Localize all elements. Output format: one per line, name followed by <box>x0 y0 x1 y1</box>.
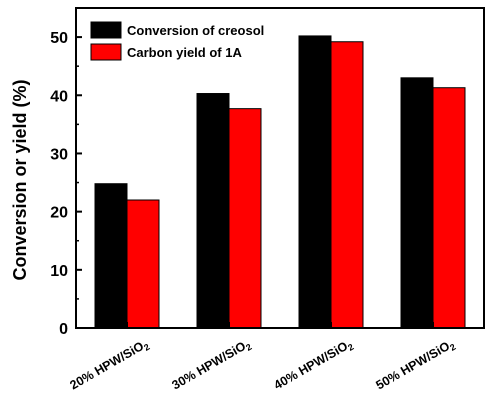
bar-carbon-yield-3 <box>330 41 364 329</box>
x-tick-label: 20% HPW/SiO2 <box>68 336 152 394</box>
legend-swatch-carbon-yield <box>90 43 122 61</box>
legend-label-carbon-yield: Carbon yield of 1A <box>127 45 242 60</box>
y-tick-label: 20 <box>50 205 68 222</box>
y-tick-label: 10 <box>50 263 68 280</box>
bar-conversion-2 <box>196 93 230 329</box>
bar-conversion-3 <box>298 35 332 329</box>
x-tick-label: 40% HPW/SiO2 <box>272 336 356 394</box>
y-tick-label: 30 <box>50 146 68 163</box>
bar-carbon-yield-1 <box>126 199 160 329</box>
y-tick-label: 40 <box>50 88 68 105</box>
x-tick-label: 30% HPW/SiO2 <box>170 336 254 394</box>
bar-carbon-yield-2 <box>228 108 262 329</box>
legend-swatch-conversion <box>90 21 122 39</box>
y-tick-label: 0 <box>59 321 68 338</box>
x-tick-label: 50% HPW/SiO2 <box>374 336 458 394</box>
legend-label-conversion: Conversion of creosol <box>127 23 264 38</box>
bars-group <box>94 35 466 329</box>
legend: Conversion of creosol Carbon yield of 1A <box>90 21 264 61</box>
bar-carbon-yield-4 <box>432 87 466 329</box>
y-axis-title: Conversion or yield (%) <box>10 79 30 280</box>
bar-conversion-1 <box>94 183 128 329</box>
bar-conversion-4 <box>400 77 434 329</box>
plot-frame <box>75 7 485 329</box>
y-tick-label: 50 <box>50 30 68 47</box>
